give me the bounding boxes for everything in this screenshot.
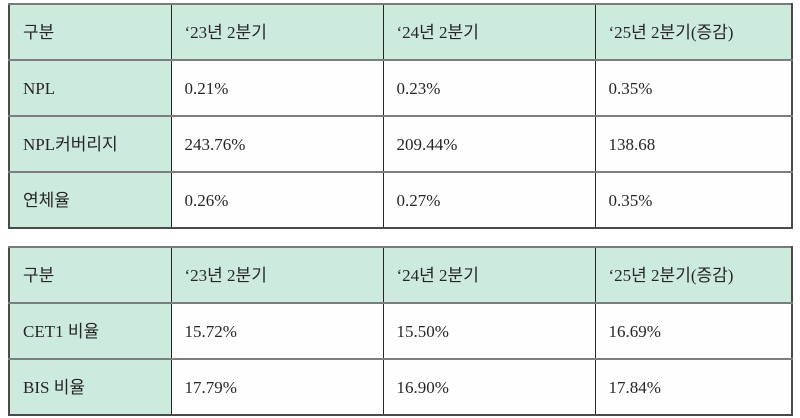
data-cell: 16.90% bbox=[382, 358, 595, 415]
row-label-cell: CET1 비율 bbox=[9, 302, 171, 359]
header-cell-category: 구분 bbox=[9, 4, 171, 60]
header-cell-2q23: ‘23년 2분기 bbox=[170, 247, 383, 303]
data-cell: 0.23% bbox=[382, 59, 595, 116]
data-cell: 17.84% bbox=[594, 358, 792, 415]
table-header-row: 구분 ‘23년 2분기 ‘24년 2분기 ‘25년 2분기(증감) bbox=[9, 247, 792, 303]
table-row: NPL 0.21% 0.23% 0.35% bbox=[9, 59, 792, 116]
asset-quality-table: 구분 ‘23년 2분기 ‘24년 2분기 ‘25년 2분기(증감) NPL 0.… bbox=[8, 3, 793, 229]
row-label-cell: NPL커버리지 bbox=[9, 115, 171, 172]
data-cell: 243.76% bbox=[170, 115, 383, 172]
data-cell: 0.27% bbox=[382, 171, 595, 228]
data-cell: 0.21% bbox=[170, 59, 383, 116]
data-cell: 0.35% bbox=[594, 59, 792, 116]
table-row: BIS 비율 17.79% 16.90% 17.84% bbox=[9, 358, 792, 415]
header-cell-2q23: ‘23년 2분기 bbox=[170, 4, 383, 60]
data-cell: 15.72% bbox=[170, 302, 383, 359]
data-cell: 17.79% bbox=[170, 358, 383, 415]
capital-ratio-table: 구분 ‘23년 2분기 ‘24년 2분기 ‘25년 2분기(증감) CET1 비… bbox=[8, 246, 793, 416]
data-cell: 16.69% bbox=[594, 302, 792, 359]
row-label-cell: NPL bbox=[9, 59, 171, 116]
header-cell-2q25: ‘25년 2분기(증감) bbox=[594, 4, 792, 60]
header-cell-category: 구분 bbox=[9, 247, 171, 303]
data-cell: 15.50% bbox=[382, 302, 595, 359]
table-row: CET1 비율 15.72% 15.50% 16.69% bbox=[9, 302, 792, 359]
header-cell-2q24: ‘24년 2분기 bbox=[382, 4, 595, 60]
table-row: NPL커버리지 243.76% 209.44% 138.68 bbox=[9, 115, 792, 172]
table-row: 연체율 0.26% 0.27% 0.35% bbox=[9, 171, 792, 228]
header-cell-2q25: ‘25년 2분기(증감) bbox=[594, 247, 792, 303]
header-cell-2q24: ‘24년 2분기 bbox=[382, 247, 595, 303]
data-cell: 209.44% bbox=[382, 115, 595, 172]
row-label-cell: 연체율 bbox=[9, 171, 171, 228]
data-cell: 0.26% bbox=[170, 171, 383, 228]
row-label-cell: BIS 비율 bbox=[9, 358, 171, 415]
data-cell: 138.68 bbox=[594, 115, 792, 172]
data-cell: 0.35% bbox=[594, 171, 792, 228]
table-header-row: 구분 ‘23년 2분기 ‘24년 2분기 ‘25년 2분기(증감) bbox=[9, 4, 792, 60]
